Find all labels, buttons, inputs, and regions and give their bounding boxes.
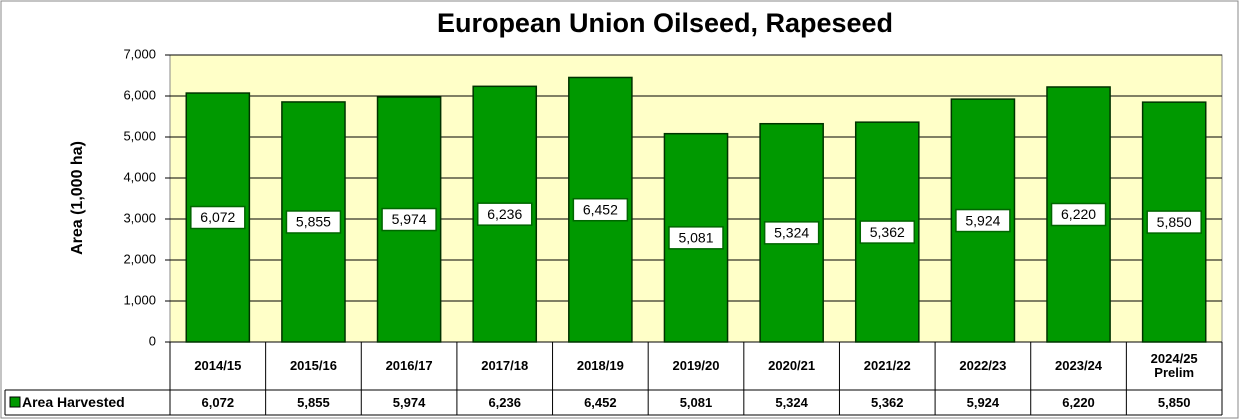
table-value-box: 5,362 (870, 394, 904, 410)
x-tick-label: 2022/23 (959, 358, 1007, 373)
x-tick-label-box: 2023/24 (1055, 358, 1103, 373)
data-label-box (955, 208, 1011, 233)
data-label-box (190, 205, 246, 230)
y-tick-label: 7,000 (123, 46, 156, 61)
data-label: 6,072 (200, 209, 235, 225)
table-value: 5,850 (1157, 394, 1191, 410)
table-value: 6,072 (201, 394, 235, 410)
data-label-box (1146, 210, 1202, 234)
table-value-box: 5,855 (297, 394, 330, 410)
table-value: 6,236 (488, 394, 521, 410)
y-tick-label: 1,000 (123, 292, 156, 307)
x-tick-label: 2019/20 (672, 358, 720, 373)
x-tick-label: 2024/25 Prelim (1150, 351, 1198, 380)
data-label-box (381, 207, 437, 232)
y-tick-label: 5,000 (123, 128, 156, 143)
table-value: 5,081 (679, 394, 713, 410)
table-value: 5,924 (966, 394, 1000, 410)
y-tick-label: 2,000 (123, 251, 156, 266)
x-tick-label-box: 2016/17 (385, 358, 433, 373)
table-value: 5,855 (297, 394, 330, 410)
data-label-box (476, 202, 533, 226)
x-tick-label-box: 2022/23 (959, 358, 1007, 373)
x-tick-label-box: 2024/25 Prelim (1150, 351, 1198, 380)
data-label: 5,081 (678, 230, 713, 246)
y-axis-label: Area (1,000 ha) (69, 141, 86, 255)
table-value: 5,362 (870, 394, 904, 410)
data-label-box (572, 197, 629, 222)
table-value-box: 6,236 (488, 394, 521, 410)
table-value: 6,452 (584, 394, 617, 410)
data-label-box (1050, 202, 1107, 227)
x-tick-label: 2018/19 (576, 358, 624, 373)
data-label: 5,362 (870, 224, 905, 240)
x-tick-label: 2017/18 (481, 358, 529, 373)
data-label-box (668, 226, 724, 250)
table-value-box: 5,924 (966, 394, 1000, 410)
table-value-box: 5,324 (775, 394, 808, 410)
data-label: 5,924 (965, 212, 1000, 228)
y-tick-label: 6,000 (123, 87, 156, 102)
table-value-box: 6,072 (201, 394, 235, 410)
x-tick-label: 2014/15 (194, 358, 242, 373)
x-tick-label-box: 2020/21 (768, 358, 816, 373)
data-label: 5,855 (296, 214, 331, 230)
table-value: 6,220 (1062, 394, 1095, 410)
data-label: 6,220 (1061, 206, 1096, 222)
legend-swatch (9, 396, 21, 408)
table-value: 5,324 (775, 394, 808, 410)
table-value-box: 6,220 (1062, 394, 1095, 410)
x-tick-label-box: 2019/20 (672, 358, 720, 373)
table-value-box: 5,850 (1157, 394, 1191, 410)
x-tick-label: 2015/16 (289, 358, 337, 373)
table-value-box: 5,081 (679, 394, 713, 410)
data-label: 5,324 (774, 225, 809, 241)
y-tick-label: 3,000 (123, 210, 156, 225)
table-value-box: 6,452 (584, 394, 617, 410)
y-tick-label: 4,000 (123, 169, 156, 184)
table-value: 5,974 (392, 394, 426, 410)
data-label: 6,452 (583, 201, 618, 217)
x-tick-label-box: 2017/18 (481, 358, 529, 373)
y-tick-label: 0 (149, 333, 156, 348)
x-tick-label-box: 2015/16 (289, 358, 337, 373)
data-label: 6,236 (487, 206, 522, 222)
x-tick-label: 2023/24 (1055, 358, 1103, 373)
x-tick-label-box: 2018/19 (576, 358, 624, 373)
x-tick-label: 2016/17 (385, 358, 433, 373)
data-label-box (285, 210, 342, 234)
x-tick-label-box: 2021/22 (863, 358, 911, 373)
x-tick-label: 2021/22 (863, 358, 911, 373)
data-label: 5,850 (1157, 214, 1192, 230)
data-label-box (859, 220, 916, 244)
table-value-box: 5,974 (392, 394, 426, 410)
chart-title: European Union Oilseed, Rapeseed (437, 8, 893, 38)
data-label-box (763, 221, 820, 245)
x-tick-label: 2020/21 (768, 358, 816, 373)
x-tick-label-box: 2014/15 (194, 358, 242, 373)
data-label: 5,974 (392, 211, 427, 227)
legend-label: Area Harvested (22, 394, 125, 410)
